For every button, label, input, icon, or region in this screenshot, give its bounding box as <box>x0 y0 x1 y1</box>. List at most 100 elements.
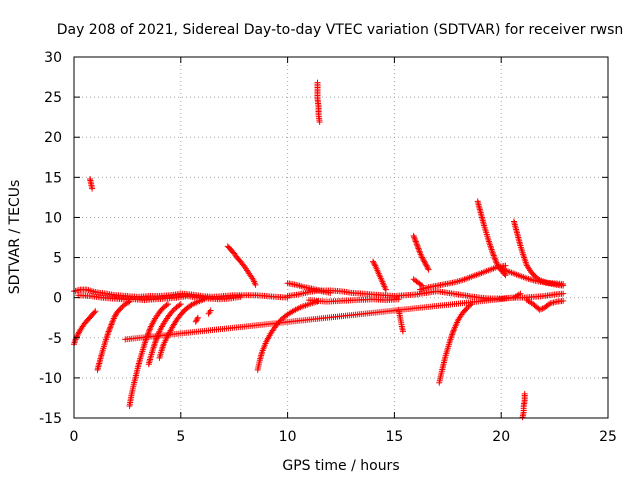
data-point-dip-1 <box>107 324 114 331</box>
data-point-seg-19 <box>493 259 500 266</box>
data-point-dip-3 <box>152 338 159 345</box>
data-point-seg-14 <box>370 259 377 266</box>
data-point-dip-5 <box>193 317 200 324</box>
y-tick-label: 0 <box>53 291 62 307</box>
data-point-seg-16 <box>413 239 420 246</box>
data-point-dip-0 <box>75 330 82 337</box>
data-point-seg-19 <box>490 251 497 258</box>
y-tick-label: 25 <box>44 90 62 106</box>
x-tick-labels: 0 5 10 15 20 25 <box>70 429 617 445</box>
data-point-seg-20.6 <box>560 282 567 289</box>
data-point-dip-17 <box>450 328 457 335</box>
data-point-isolated <box>517 290 524 297</box>
data-point-dip-0 <box>75 329 82 336</box>
data-point-dip-0 <box>91 309 98 316</box>
data-point-dip-3 <box>170 306 177 313</box>
data-point-seg-16 <box>413 241 420 248</box>
chart-title: Day 208 of 2021, Sidereal Day-to-day VTE… <box>57 22 624 38</box>
x-tick-label: 5 <box>176 429 185 445</box>
data-point-seg-19 <box>501 271 508 278</box>
y-tick-label: -15 <box>39 411 62 427</box>
data-point-dip-1 <box>125 299 132 306</box>
data-point-seg-7-8 <box>252 281 259 288</box>
data-point-dip-9 <box>276 318 283 325</box>
data-point-seg-7-8 <box>240 262 247 269</box>
data-point-seg-19 <box>492 256 499 263</box>
x-tick-label: 20 <box>492 429 510 445</box>
data-point-seg-20.6 <box>535 275 542 282</box>
data-point-seg-16 <box>423 262 430 269</box>
x-tick-label: 0 <box>70 429 79 445</box>
data-point-baseline-b <box>237 293 244 300</box>
data-point-seg-16 <box>414 244 421 251</box>
data-point-seg-16 <box>415 246 422 253</box>
data-point-seg-19 <box>491 253 498 260</box>
data-point-outlier-0.7 <box>89 185 96 192</box>
data-point-seg-19 <box>491 255 498 262</box>
data-point-seg-21-23-low <box>538 306 545 313</box>
data-point-spike-15 <box>399 328 406 335</box>
data-point-baseline-c <box>560 290 567 297</box>
data-point-dip-1 <box>107 322 114 329</box>
data-point-dip-1 <box>106 325 113 332</box>
data-point-seg-21-23-low <box>536 306 543 313</box>
data-point-dip-5 <box>194 316 201 323</box>
data-point-dip-9 <box>283 312 290 319</box>
data-point-seg-17-20-rise <box>502 262 509 269</box>
data-point-dip-3 <box>153 336 160 343</box>
data-point-seg-16 <box>412 238 419 245</box>
data-point-dip-1 <box>105 329 112 336</box>
x-tick-label: 10 <box>279 429 297 445</box>
data-point-seg-16 <box>424 263 431 270</box>
grid-lines <box>74 57 608 418</box>
y-tick-label: 30 <box>44 50 62 66</box>
data-point-dip-17 <box>464 305 471 312</box>
data-point-seg-19 <box>502 272 509 279</box>
data-point-seg-16 <box>422 261 429 268</box>
data-point-dip-5 <box>194 314 201 321</box>
data-point-dip-2 <box>164 301 171 308</box>
data-point-dip-5 <box>192 318 199 325</box>
data-point-outlier-11.4 <box>316 118 323 125</box>
x-tick-label: 25 <box>599 429 617 445</box>
data-point-seg-16 <box>421 258 428 265</box>
data-point-outlier-21 <box>519 414 526 421</box>
data-point-dip-2 <box>163 302 170 309</box>
data-point-seg-16 <box>414 242 421 249</box>
data-point-dip-3 <box>176 302 183 309</box>
data-point-seg-16-mid <box>417 281 424 288</box>
data-point-dip-0 <box>74 332 81 339</box>
data-point-seg-19 <box>490 252 497 259</box>
x-axis-label: GPS time / hours <box>282 458 399 474</box>
data-point-dip-1 <box>111 313 118 320</box>
data-point-seg-16 <box>419 254 426 261</box>
data-point-seg-19 <box>489 249 496 256</box>
data-points <box>71 79 567 421</box>
data-point-seg-16 <box>419 255 426 262</box>
plot-frame <box>73 56 609 419</box>
data-point-seg-14 <box>371 261 378 268</box>
data-point-dip-1 <box>117 305 124 312</box>
data-point-dip-1 <box>112 312 119 319</box>
data-point-seg-16 <box>412 237 419 244</box>
x-tick-label: 15 <box>385 429 403 445</box>
y-tick-label: 10 <box>44 210 62 226</box>
data-point-dip-1 <box>106 327 113 334</box>
data-point-seg-21-23-low <box>539 305 546 312</box>
data-point-dip-1 <box>119 303 126 310</box>
data-point-seg-16 <box>411 234 418 241</box>
data-point-dip-2 <box>147 324 154 331</box>
data-point-seg-21-23-low <box>546 301 553 308</box>
y-tick-label: -5 <box>48 331 62 347</box>
y-axis-label: SDTVAR / TECUs <box>7 180 23 295</box>
data-point-dip-17 <box>449 331 456 338</box>
y-tick-label: 20 <box>44 130 62 146</box>
data-point-dip-17 <box>449 330 456 337</box>
data-point-seg-16 <box>420 257 427 264</box>
data-point-seg-16 <box>416 248 423 255</box>
y-tick-labels: -15 -10 -5 0 5 10 15 20 25 30 <box>39 50 62 427</box>
data-point-dip-1 <box>105 328 112 335</box>
data-point-dip-17 <box>450 327 457 334</box>
data-point-baseline-d <box>395 296 402 303</box>
